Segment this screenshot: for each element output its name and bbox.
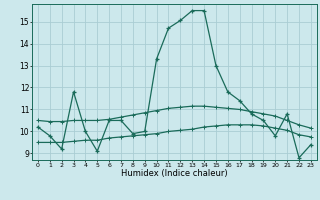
X-axis label: Humidex (Indice chaleur): Humidex (Indice chaleur)	[121, 169, 228, 178]
